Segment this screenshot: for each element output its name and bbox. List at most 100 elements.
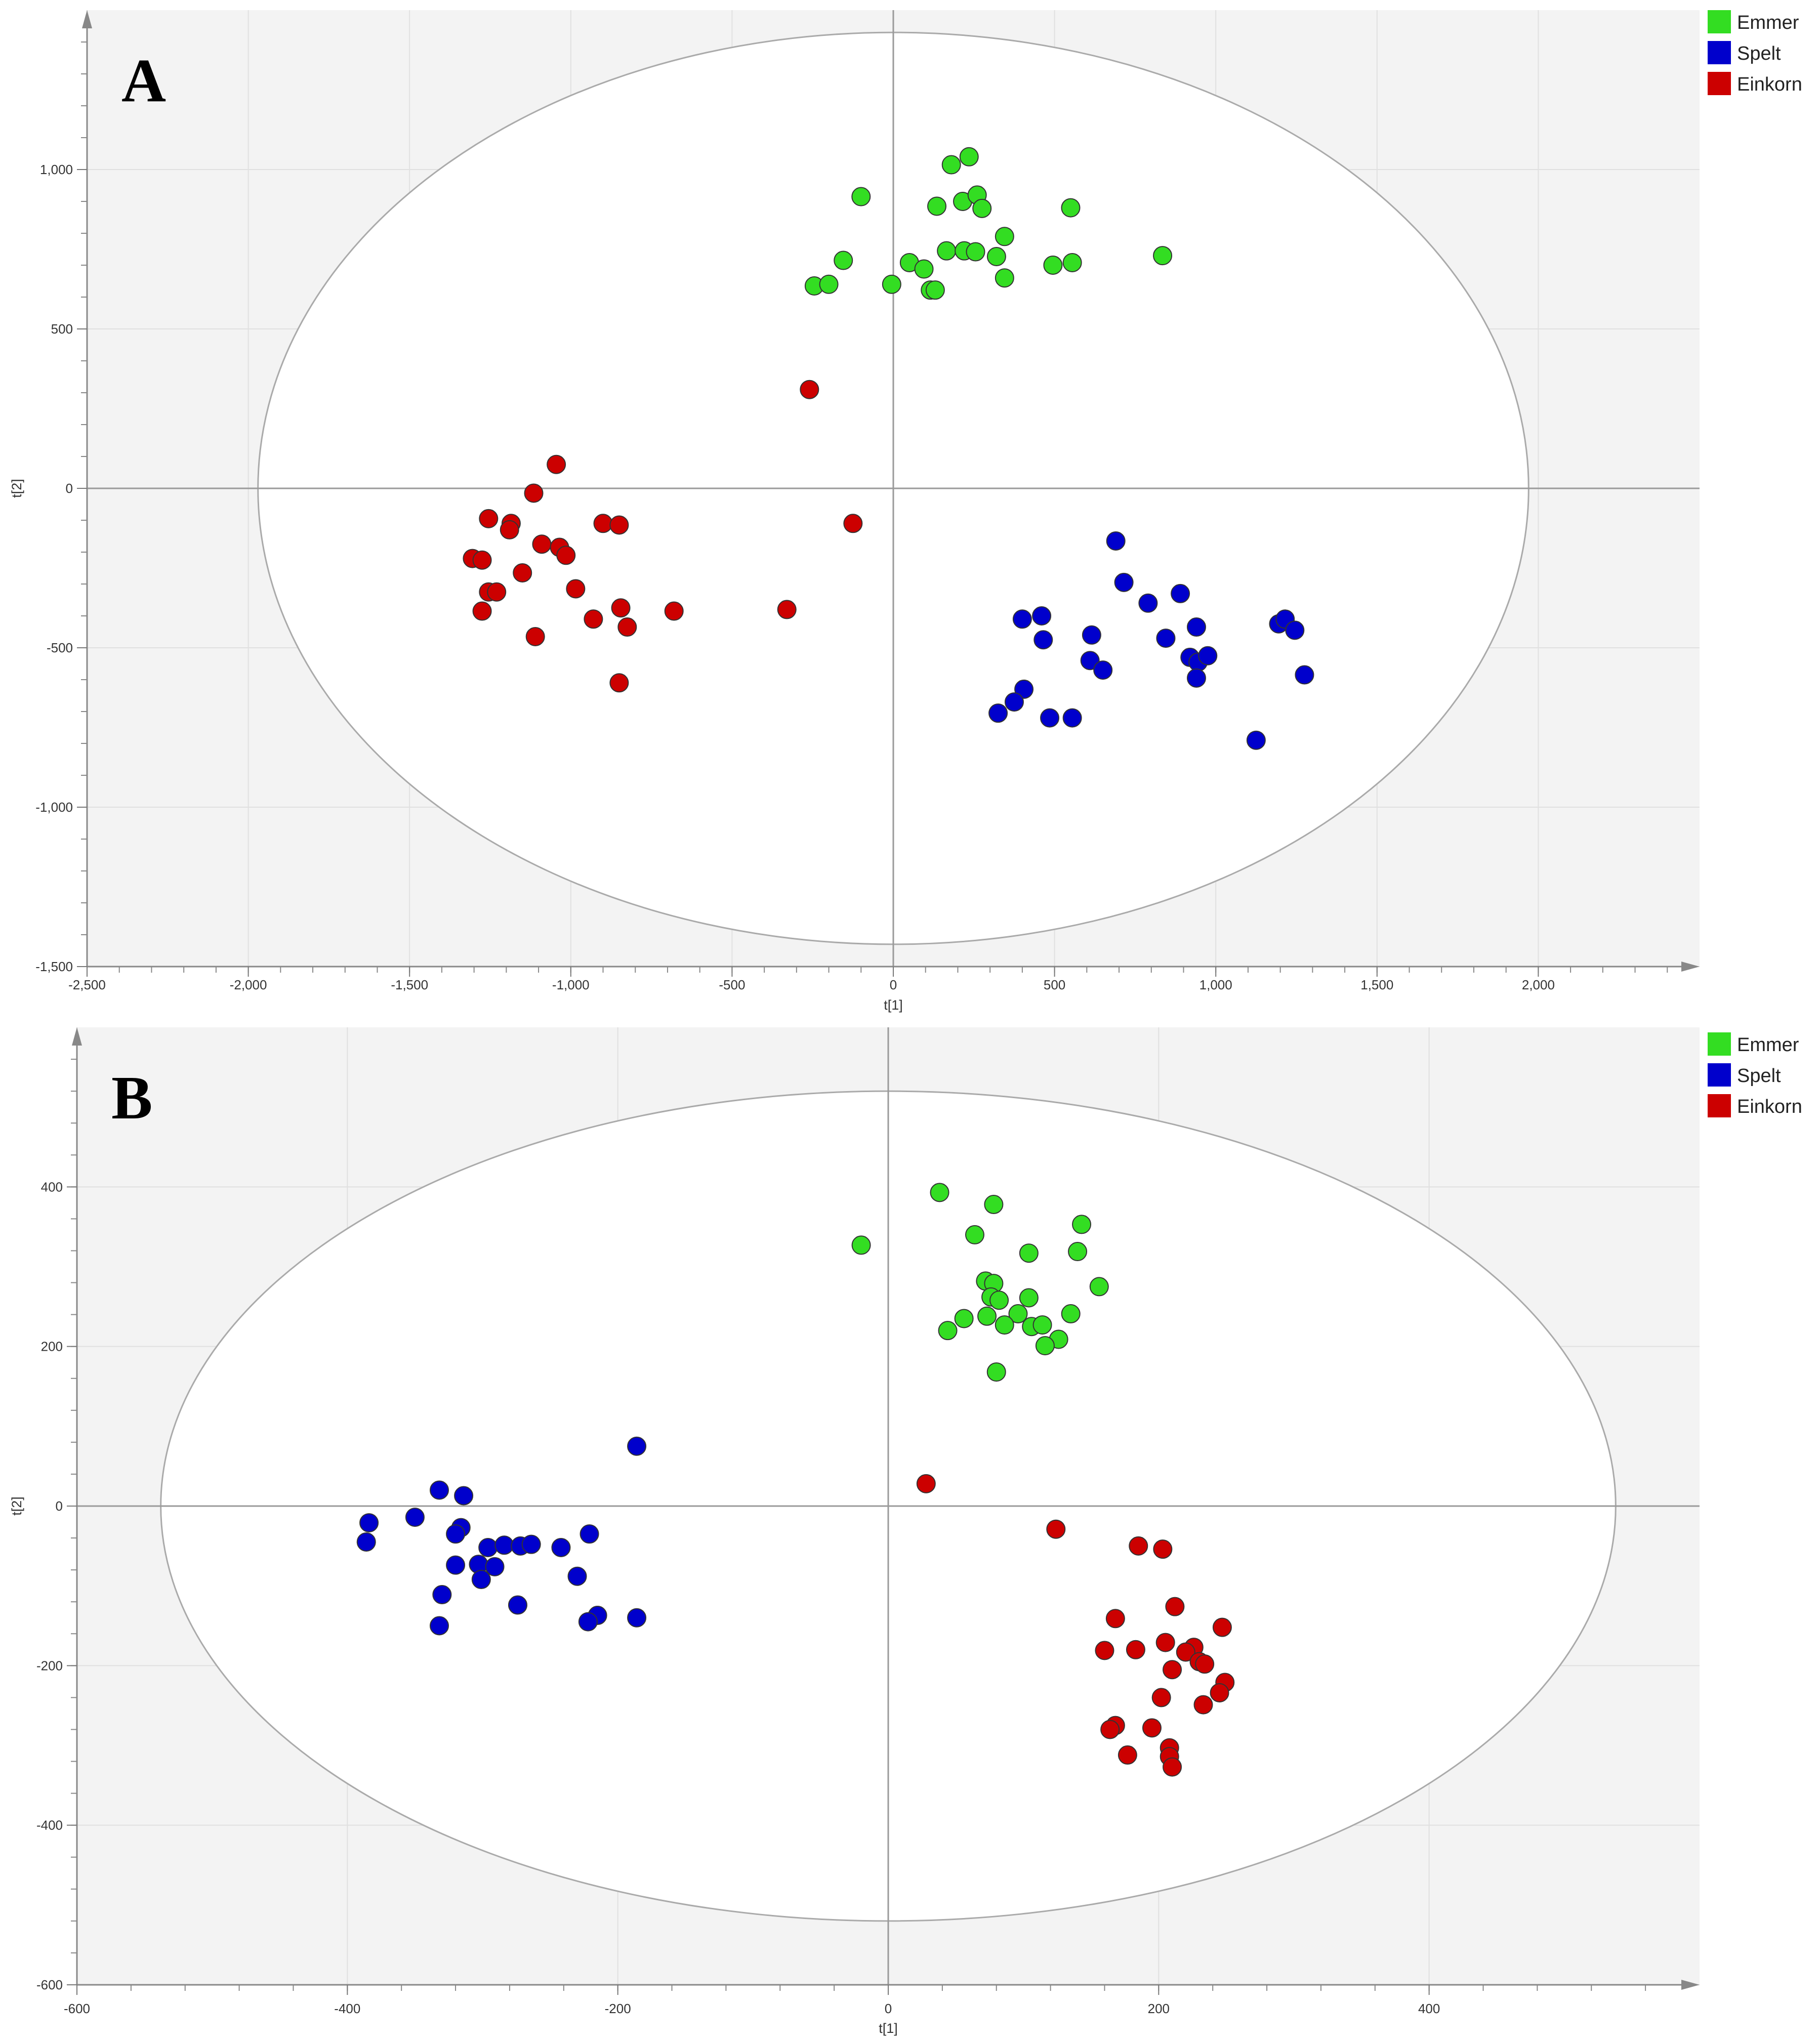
y-tick-label: -600 [36, 1977, 63, 1992]
x-axis-arrow-icon [1681, 1980, 1700, 1990]
data-point-einkorn [777, 600, 797, 619]
y-tick-label: 1,000 [40, 162, 73, 177]
y-tick-label: -400 [36, 1818, 63, 1833]
data-point-emmer [977, 1306, 997, 1326]
data-point-spelt [1246, 730, 1266, 750]
data-point-spelt [1012, 609, 1032, 629]
data-point-spelt [627, 1608, 647, 1628]
y-axis-title: t[2] [9, 1496, 24, 1516]
data-point-emmer [1061, 1304, 1081, 1324]
data-point-einkorn [500, 520, 519, 539]
y-tick-label: 400 [41, 1179, 63, 1194]
data-point-emmer [1019, 1243, 1039, 1263]
data-point-spelt [1186, 617, 1206, 637]
data-point-einkorn [1212, 1617, 1232, 1637]
data-point-spelt [1138, 593, 1158, 613]
data-point-emmer [965, 1225, 984, 1244]
data-point-einkorn [525, 627, 545, 646]
data-point-emmer [1061, 198, 1081, 218]
data-point-spelt [446, 1524, 466, 1544]
data-point-spelt [1186, 668, 1206, 688]
data-point-spelt [1156, 629, 1176, 648]
y-tick-label: -1,000 [35, 800, 73, 815]
data-point-spelt [1032, 606, 1052, 626]
data-point-einkorn [593, 514, 613, 533]
data-point-emmer [959, 147, 979, 166]
data-point-emmer [1032, 1315, 1052, 1335]
x-tick-label: 1,500 [1360, 977, 1393, 992]
data-point-einkorn [524, 483, 544, 503]
x-tick-label: 200 [1148, 2001, 1170, 2016]
data-point-emmer [851, 187, 871, 206]
data-point-spelt [485, 1557, 505, 1576]
data-point-einkorn [1126, 1640, 1145, 1659]
panel-b-score-plot: -600 -400 -200 0 200 400 -600 -400 -200 0 200 400 t[… [9, 1027, 1802, 2036]
data-point-einkorn [1163, 1660, 1182, 1680]
legend-swatch-einkorn [1708, 1094, 1731, 1117]
data-point-emmer [995, 1315, 1014, 1335]
legend-swatch-emmer [1708, 10, 1731, 33]
data-point-einkorn [609, 673, 629, 693]
x-tick-label: 0 [885, 2001, 892, 2016]
y-axis-arrow-icon [72, 1027, 82, 1046]
data-point-einkorn [1163, 1757, 1182, 1777]
panel-letter: A [121, 47, 166, 115]
data-point-emmer [972, 198, 992, 218]
data-point-spelt [1082, 625, 1101, 645]
legend-label-einkorn: Einkorn [1737, 1096, 1802, 1117]
data-point-spelt [508, 1595, 527, 1615]
data-point-einkorn [609, 515, 629, 535]
x-tick-label: -200 [605, 2001, 631, 2016]
data-point-emmer [995, 268, 1014, 288]
data-point-einkorn [566, 579, 586, 599]
data-point-emmer [989, 1290, 1009, 1310]
data-point-einkorn [487, 582, 507, 602]
data-point-einkorn [1193, 1695, 1213, 1715]
data-point-emmer [937, 241, 957, 261]
data-point-emmer [1019, 1288, 1039, 1308]
data-point-emmer [1068, 1242, 1088, 1262]
data-point-spelt [1295, 665, 1314, 685]
data-point-emmer [1153, 246, 1173, 266]
data-point-emmer [834, 251, 853, 270]
legend-swatch-spelt [1708, 1063, 1731, 1087]
data-point-einkorn [1210, 1683, 1229, 1702]
data-point-einkorn [513, 563, 532, 582]
data-point-emmer [986, 1362, 1006, 1382]
data-point-einkorn [843, 514, 863, 533]
data-point-einkorn [532, 534, 552, 554]
x-tick-label: -2,000 [230, 977, 267, 992]
data-point-einkorn [1129, 1536, 1148, 1556]
x-tick-label: -1,000 [552, 977, 590, 992]
data-point-emmer [1043, 256, 1063, 275]
data-point-spelt [478, 1537, 498, 1557]
data-point-emmer [930, 1183, 949, 1202]
data-point-spelt [1080, 651, 1100, 671]
y-axis-arrow-icon [82, 10, 92, 28]
data-point-emmer [1089, 1277, 1109, 1297]
data-point-spelt [1040, 708, 1060, 728]
data-point-einkorn [584, 609, 603, 629]
data-point-spelt [1014, 679, 1034, 699]
data-point-spelt [988, 703, 1008, 723]
data-point-spelt [430, 1616, 449, 1636]
y-tick-label: -200 [36, 1658, 63, 1673]
data-point-emmer [927, 196, 947, 216]
data-point-spelt [494, 1535, 514, 1555]
panel-letter: B [111, 1064, 152, 1132]
data-point-einkorn [1142, 1718, 1162, 1738]
data-point-einkorn [472, 550, 492, 570]
data-point-spelt [454, 1486, 474, 1506]
x-tick-label: -1,500 [391, 977, 428, 992]
legend-swatch-spelt [1708, 41, 1731, 64]
legend-label-einkorn: Einkorn [1737, 74, 1802, 95]
x-tick-label: 0 [890, 977, 897, 992]
data-point-spelt [580, 1524, 599, 1544]
data-point-emmer [925, 280, 945, 300]
data-point-emmer [938, 1321, 958, 1341]
legend-label-emmer: Emmer [1737, 1034, 1799, 1056]
data-point-spelt [1106, 531, 1126, 551]
data-point-emmer [851, 1235, 871, 1255]
y-tick-label: 0 [56, 1498, 63, 1514]
